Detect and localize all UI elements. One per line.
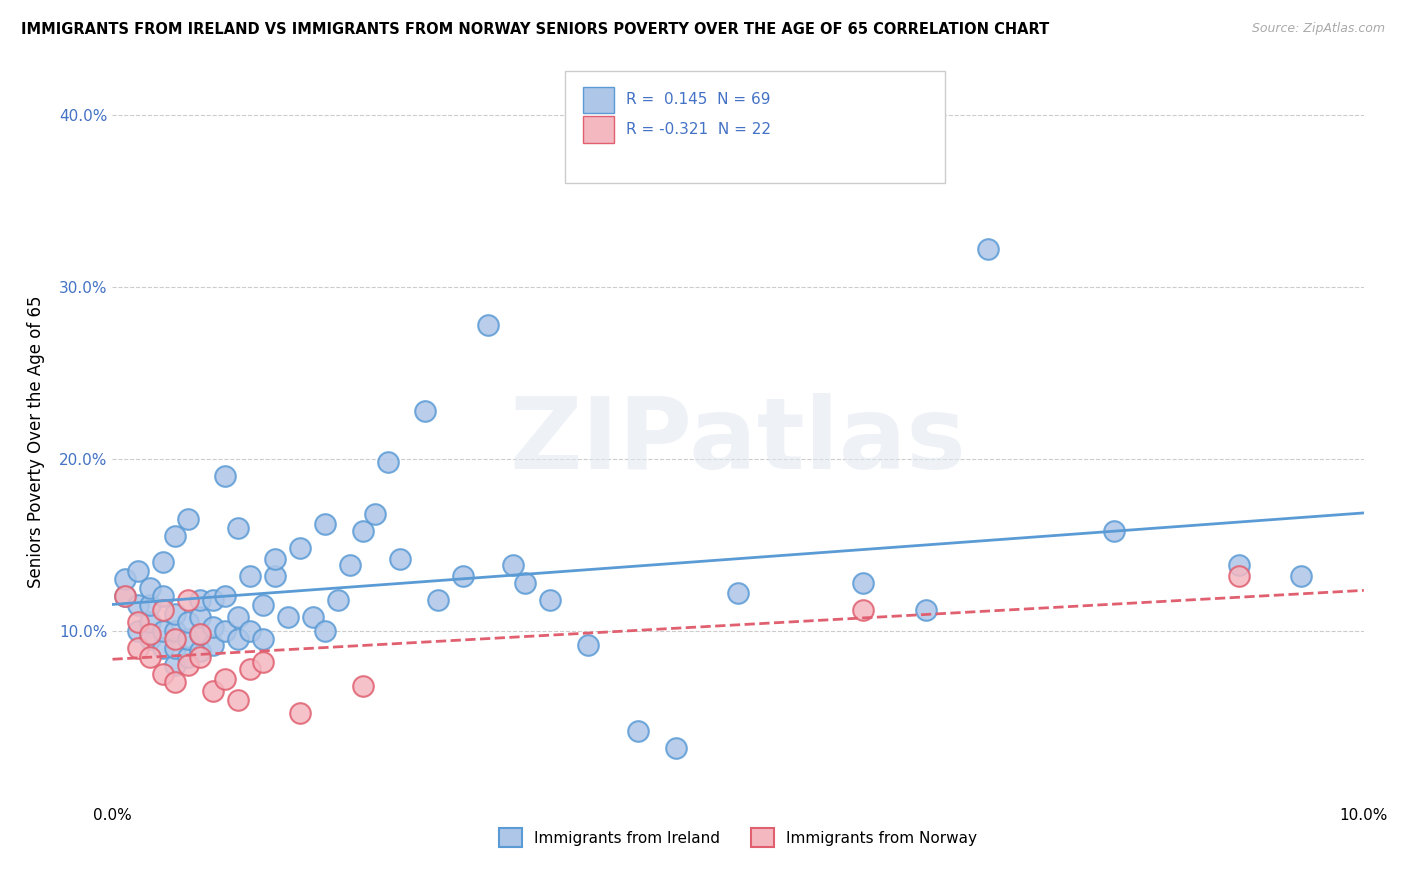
Point (977, 242, 1000, 256)
Point (163, 632, 186, 647)
Point (127, 564, 149, 578)
Point (226, 692, 249, 706)
Point (1102, 524, 1125, 538)
Point (163, 624, 186, 638)
Point (163, 675, 186, 690)
Text: R =  0.145  N = 69: R = 0.145 N = 69 (626, 93, 770, 107)
Point (127, 624, 149, 638)
Point (201, 592, 224, 607)
Point (201, 684, 224, 698)
Point (152, 603, 174, 617)
Point (389, 551, 412, 566)
Point (176, 615, 198, 630)
Point (627, 723, 650, 738)
Point (426, 592, 449, 607)
Point (188, 610, 211, 624)
Point (114, 572, 136, 586)
Point (188, 592, 211, 607)
Point (139, 615, 162, 630)
Point (451, 568, 474, 582)
Point (314, 517, 336, 532)
Point (114, 590, 136, 604)
Point (326, 592, 349, 607)
Point (201, 620, 224, 634)
Point (188, 627, 211, 641)
Point (127, 640, 149, 655)
Point (502, 558, 524, 573)
Point (852, 575, 875, 590)
Point (214, 590, 236, 604)
Point (301, 610, 323, 624)
Point (252, 598, 274, 612)
Point (176, 658, 198, 673)
Point (377, 455, 399, 469)
Point (163, 529, 186, 543)
Point (139, 581, 162, 595)
Point (239, 624, 262, 638)
Point (139, 598, 162, 612)
Point (664, 740, 686, 755)
Point (364, 507, 387, 521)
Legend: Immigrants from Ireland, Immigrants from Norway: Immigrants from Ireland, Immigrants from… (494, 822, 983, 853)
Y-axis label: Seniors Poverty Over the Age of 65: Seniors Poverty Over the Age of 65 (27, 295, 45, 588)
Text: IMMIGRANTS FROM IRELAND VS IMMIGRANTS FROM NORWAY SENIORS POVERTY OVER THE AGE O: IMMIGRANTS FROM IRELAND VS IMMIGRANTS FR… (21, 22, 1049, 37)
Point (114, 590, 136, 604)
Point (252, 632, 274, 647)
Point (339, 558, 361, 573)
Point (152, 590, 174, 604)
Point (264, 568, 287, 582)
Text: R = -0.321  N = 22: R = -0.321 N = 22 (626, 122, 770, 136)
Text: ZIPatlas: ZIPatlas (510, 393, 966, 490)
Point (188, 627, 211, 641)
Point (1291, 568, 1313, 582)
Text: Source: ZipAtlas.com: Source: ZipAtlas.com (1251, 22, 1385, 36)
Point (163, 658, 186, 673)
Point (176, 512, 198, 526)
Point (1227, 558, 1250, 573)
Point (264, 551, 287, 566)
Point (290, 541, 312, 556)
Point (239, 662, 262, 676)
Point (176, 632, 198, 647)
Point (415, 403, 437, 417)
Point (214, 469, 236, 483)
Point (163, 607, 186, 621)
Point (163, 640, 186, 655)
Point (252, 655, 274, 669)
Point (152, 640, 174, 655)
Point (352, 679, 374, 693)
Point (515, 575, 537, 590)
Point (477, 318, 499, 332)
Point (139, 627, 162, 641)
Point (152, 624, 174, 638)
Point (852, 603, 875, 617)
Point (277, 610, 299, 624)
Point (540, 592, 562, 607)
Point (226, 610, 249, 624)
Point (576, 638, 599, 652)
Point (915, 603, 938, 617)
Point (176, 592, 198, 607)
Point (201, 638, 224, 652)
Point (239, 568, 262, 582)
Point (214, 672, 236, 686)
Point (290, 706, 312, 721)
Point (139, 632, 162, 647)
Point (188, 644, 211, 658)
Point (139, 649, 162, 664)
Point (226, 520, 249, 534)
Point (214, 624, 236, 638)
Point (226, 632, 249, 647)
Point (352, 524, 374, 538)
Point (188, 649, 211, 664)
Point (127, 598, 149, 612)
Point (152, 666, 174, 681)
Point (176, 649, 198, 664)
Point (152, 555, 174, 569)
Point (314, 624, 336, 638)
Point (1227, 568, 1250, 582)
Point (127, 615, 149, 630)
Point (727, 586, 749, 600)
